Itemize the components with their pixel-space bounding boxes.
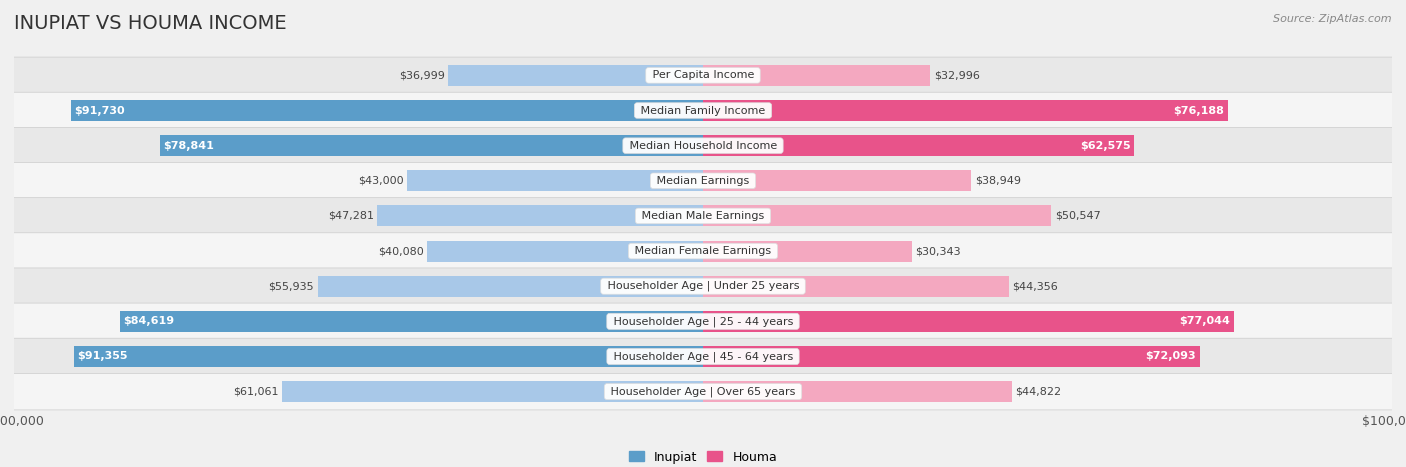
Text: Median Household Income: Median Household Income [626, 141, 780, 151]
Text: Householder Age | 45 - 64 years: Householder Age | 45 - 64 years [610, 351, 796, 362]
Text: $55,935: $55,935 [269, 281, 314, 291]
FancyBboxPatch shape [0, 268, 1406, 304]
Text: $91,730: $91,730 [75, 106, 125, 115]
Text: $76,188: $76,188 [1174, 106, 1225, 115]
Text: $61,061: $61,061 [233, 387, 278, 396]
Text: INUPIAT VS HOUMA INCOME: INUPIAT VS HOUMA INCOME [14, 14, 287, 33]
FancyBboxPatch shape [0, 198, 1406, 234]
Bar [703, 241, 912, 262]
FancyBboxPatch shape [0, 57, 1406, 94]
Bar [703, 205, 1052, 226]
Text: Householder Age | 25 - 44 years: Householder Age | 25 - 44 years [610, 316, 796, 326]
FancyBboxPatch shape [0, 233, 1406, 269]
Text: $30,343: $30,343 [915, 246, 962, 256]
FancyBboxPatch shape [0, 338, 1406, 375]
Text: Householder Age | Over 65 years: Householder Age | Over 65 years [607, 386, 799, 397]
Text: $40,080: $40,080 [378, 246, 423, 256]
Text: $32,996: $32,996 [934, 71, 980, 80]
Bar [73, 346, 703, 367]
Text: $44,356: $44,356 [1012, 281, 1057, 291]
Bar [703, 276, 1008, 297]
Text: $84,619: $84,619 [124, 316, 174, 326]
Text: $62,575: $62,575 [1080, 141, 1130, 151]
Bar [703, 346, 1199, 367]
Text: $78,841: $78,841 [163, 141, 214, 151]
Text: $47,281: $47,281 [328, 211, 374, 221]
Text: Source: ZipAtlas.com: Source: ZipAtlas.com [1274, 14, 1392, 24]
Bar [72, 100, 703, 121]
FancyBboxPatch shape [0, 373, 1406, 410]
Text: $44,822: $44,822 [1015, 387, 1062, 396]
Bar [283, 381, 703, 402]
Bar [449, 65, 703, 86]
Bar [318, 276, 703, 297]
Text: Median Female Earnings: Median Female Earnings [631, 246, 775, 256]
Bar [703, 170, 972, 191]
FancyBboxPatch shape [0, 303, 1406, 340]
Text: $43,000: $43,000 [357, 176, 404, 186]
Text: $77,044: $77,044 [1180, 316, 1230, 326]
Bar [406, 170, 703, 191]
FancyBboxPatch shape [0, 92, 1406, 129]
Text: Per Capita Income: Per Capita Income [648, 71, 758, 80]
Bar [377, 205, 703, 226]
FancyBboxPatch shape [0, 163, 1406, 199]
Text: $72,093: $72,093 [1146, 352, 1197, 361]
FancyBboxPatch shape [0, 127, 1406, 164]
Bar [703, 311, 1234, 332]
Bar [703, 135, 1135, 156]
Text: $50,547: $50,547 [1054, 211, 1101, 221]
Bar [703, 100, 1227, 121]
Bar [703, 381, 1012, 402]
Text: $36,999: $36,999 [399, 71, 444, 80]
Text: Median Family Income: Median Family Income [637, 106, 769, 115]
Text: Householder Age | Under 25 years: Householder Age | Under 25 years [603, 281, 803, 291]
Text: $38,949: $38,949 [974, 176, 1021, 186]
Bar [160, 135, 703, 156]
Legend: Inupiat, Houma: Inupiat, Houma [624, 446, 782, 467]
Text: Median Male Earnings: Median Male Earnings [638, 211, 768, 221]
Bar [120, 311, 703, 332]
Text: $91,355: $91,355 [77, 352, 128, 361]
Text: Median Earnings: Median Earnings [654, 176, 752, 186]
Bar [703, 65, 931, 86]
Bar [427, 241, 703, 262]
